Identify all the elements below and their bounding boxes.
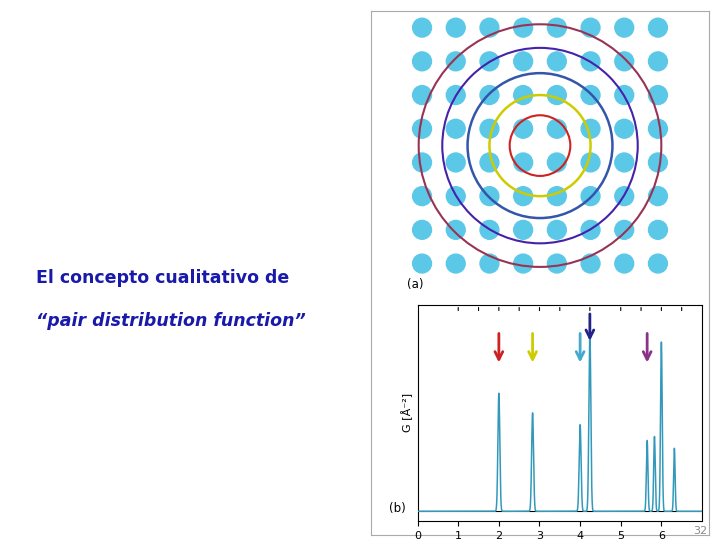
Circle shape [581,52,600,71]
Circle shape [513,86,533,104]
Circle shape [446,86,465,104]
Y-axis label: G [Å⁻²]: G [Å⁻²] [402,393,413,433]
Circle shape [513,187,533,206]
Circle shape [480,52,499,71]
Circle shape [413,18,431,37]
Circle shape [413,52,431,71]
Text: 32: 32 [693,525,707,536]
Circle shape [615,187,634,206]
Circle shape [649,119,667,138]
Circle shape [480,18,499,37]
Circle shape [446,220,465,239]
Circle shape [581,119,600,138]
Circle shape [513,220,533,239]
Circle shape [446,254,465,273]
Circle shape [649,86,667,104]
Circle shape [446,187,465,206]
Circle shape [615,254,634,273]
Circle shape [413,119,431,138]
Circle shape [446,52,465,71]
Circle shape [480,220,499,239]
Circle shape [649,18,667,37]
Circle shape [649,187,667,206]
Circle shape [547,86,567,104]
Circle shape [513,153,533,172]
Circle shape [547,18,567,37]
Circle shape [413,254,431,273]
Circle shape [480,187,499,206]
Text: “pair distribution function”: “pair distribution function” [36,312,306,330]
Circle shape [480,153,499,172]
Circle shape [615,220,634,239]
Circle shape [446,119,465,138]
Circle shape [480,86,499,104]
Circle shape [581,86,600,104]
Circle shape [513,18,533,37]
Circle shape [615,52,634,71]
Circle shape [547,52,567,71]
Text: El concepto cualitativo de: El concepto cualitativo de [36,268,289,287]
Circle shape [413,220,431,239]
Circle shape [513,52,533,71]
Circle shape [480,119,499,138]
Circle shape [615,119,634,138]
Circle shape [581,254,600,273]
Text: (b): (b) [390,502,406,515]
Circle shape [615,153,634,172]
Circle shape [649,220,667,239]
Circle shape [480,254,499,273]
Circle shape [547,153,567,172]
Circle shape [446,153,465,172]
Circle shape [547,254,567,273]
Circle shape [581,220,600,239]
Circle shape [581,153,600,172]
Circle shape [547,187,567,206]
Circle shape [413,86,431,104]
Circle shape [513,119,533,138]
Circle shape [413,153,431,172]
Circle shape [649,153,667,172]
Circle shape [581,187,600,206]
Circle shape [547,220,567,239]
Circle shape [513,254,533,273]
Circle shape [649,254,667,273]
Circle shape [547,119,567,138]
Circle shape [581,18,600,37]
Circle shape [446,18,465,37]
Circle shape [649,52,667,71]
Text: (a): (a) [407,278,423,291]
Circle shape [615,86,634,104]
Circle shape [615,18,634,37]
Circle shape [413,187,431,206]
